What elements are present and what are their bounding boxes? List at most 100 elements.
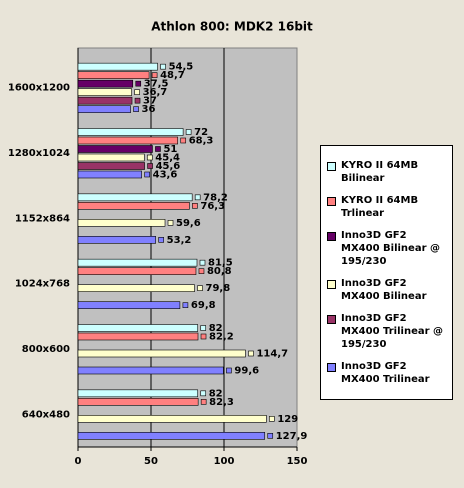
label-marker [226, 367, 232, 374]
value-label: 78,2 [203, 192, 228, 203]
bar [77, 284, 195, 292]
legend-swatch [327, 280, 336, 289]
bar [77, 349, 246, 358]
bar [77, 366, 224, 375]
value-label: 68,3 [189, 136, 214, 147]
label-marker [200, 325, 207, 331]
bar [77, 153, 145, 162]
bar [77, 301, 181, 309]
bar [77, 62, 158, 71]
legend-label: Inno3D GF2 MX400 Bilinear @ 195/230 [341, 230, 440, 267]
y-tick-label: 640x480 [22, 409, 70, 420]
bar [77, 96, 133, 105]
value-label: 59,6 [176, 218, 201, 229]
label-marker [197, 285, 203, 291]
bar [77, 432, 266, 440]
value-label: 127,9 [276, 431, 308, 442]
label-marker [160, 63, 166, 70]
value-label: 54,5 [169, 62, 194, 73]
label-marker [158, 237, 164, 243]
value-label: 72 [194, 127, 208, 138]
y-tick-label: 1280x1024 [8, 148, 70, 159]
value-label: 51 [163, 144, 177, 155]
bar [77, 332, 199, 341]
value-label: 82 [209, 388, 223, 399]
y-tick-label: 1024x768 [15, 279, 70, 290]
label-marker [182, 302, 189, 308]
legend-swatch [327, 232, 336, 241]
plot-area [77, 47, 298, 448]
legend-swatch [327, 315, 336, 324]
legend-swatch [327, 197, 336, 206]
value-label: 76,3 [200, 201, 225, 212]
label-marker [267, 433, 274, 439]
y-tick-label: 1600x1200 [8, 83, 70, 94]
value-label: 82,3 [209, 397, 234, 408]
label-marker [180, 137, 187, 144]
legend-entry: KYRO II 64MB Bilinear [325, 159, 448, 185]
value-label: 53,2 [167, 235, 192, 246]
y-tick-label: 800x600 [22, 344, 70, 355]
legend-label: Inno3D GF2 MX400 Trilinear @ 195/230 [341, 313, 444, 350]
label-marker [200, 399, 207, 405]
value-label: 36,7 [143, 87, 168, 98]
legend-label: KYRO II 64MB Trlinear [341, 195, 419, 219]
value-label: 114,7 [256, 349, 288, 360]
value-label: 37 [143, 96, 157, 107]
value-label: 79,8 [206, 283, 231, 294]
bar [77, 389, 199, 398]
legend-swatch [327, 162, 336, 171]
bar [77, 258, 198, 267]
x-tick-label: 0 [75, 456, 82, 467]
legend: KYRO II 64MB Bilinear KYRO II 64MB Trline… [320, 145, 453, 400]
value-label: 81,5 [208, 258, 233, 269]
bar [77, 236, 156, 244]
value-label: 82,2 [209, 332, 234, 343]
label-marker [134, 89, 140, 95]
label-marker [135, 80, 142, 87]
label-marker [194, 194, 201, 201]
legend-entry: Inno3D GF2 MX400 Trilinear [325, 360, 448, 386]
bar [77, 162, 145, 170]
label-marker [199, 259, 206, 266]
label-marker [147, 163, 153, 169]
label-marker [185, 129, 192, 135]
bar [77, 71, 150, 79]
bar [77, 398, 199, 406]
legend-label: Inno3D GF2 MX400 Bilinear [341, 278, 427, 302]
chart-title: Athlon 800: MDK2 16bit [151, 20, 313, 34]
label-marker [146, 154, 153, 161]
bar [77, 145, 153, 153]
legend-entry: Inno3D GF2 MX400 Bilinear @ 195/230 [325, 229, 448, 268]
legend-label: Inno3D GF2 MX400 Trilinear [341, 361, 430, 385]
label-marker [192, 203, 198, 209]
value-label: 36 [142, 104, 156, 115]
x-tick-label: 150 [287, 456, 308, 467]
x-tick-label: 50 [144, 456, 158, 467]
label-marker [134, 97, 141, 104]
bar [77, 193, 193, 202]
legend-entry: Inno3D GF2 MX400 Bilinear [325, 277, 448, 303]
bar [77, 170, 142, 179]
label-marker [144, 171, 150, 178]
bar [77, 324, 199, 332]
label-marker [155, 146, 161, 152]
label-marker [167, 220, 174, 226]
label-marker [133, 106, 139, 112]
label-marker [269, 416, 275, 422]
label-marker [200, 333, 207, 340]
bar [77, 136, 179, 145]
legend-swatch [327, 363, 336, 372]
legend-label: KYRO II 64MB Bilinear [341, 160, 419, 184]
label-marker [200, 390, 207, 397]
legend-entry: Inno3D GF2 MX400 Trilinear @ 195/230 [325, 312, 448, 351]
label-marker [198, 268, 205, 274]
bar [77, 79, 134, 88]
label-marker [248, 350, 254, 357]
y-tick-label: 1152x864 [15, 213, 70, 224]
value-label: 37,5 [144, 79, 169, 90]
value-label: 82 [209, 323, 223, 334]
value-label: 43,6 [153, 170, 178, 181]
